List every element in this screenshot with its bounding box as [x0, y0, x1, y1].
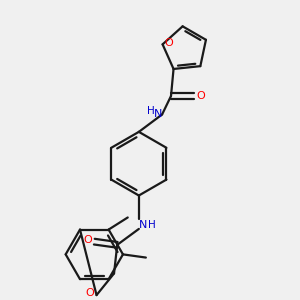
Text: O: O	[164, 38, 173, 48]
Text: N: N	[154, 109, 162, 119]
Text: H: H	[148, 220, 156, 230]
Text: O: O	[196, 91, 205, 101]
Text: O: O	[83, 235, 92, 245]
Text: O: O	[86, 288, 94, 298]
Text: H: H	[147, 106, 155, 116]
Text: N: N	[139, 220, 147, 230]
